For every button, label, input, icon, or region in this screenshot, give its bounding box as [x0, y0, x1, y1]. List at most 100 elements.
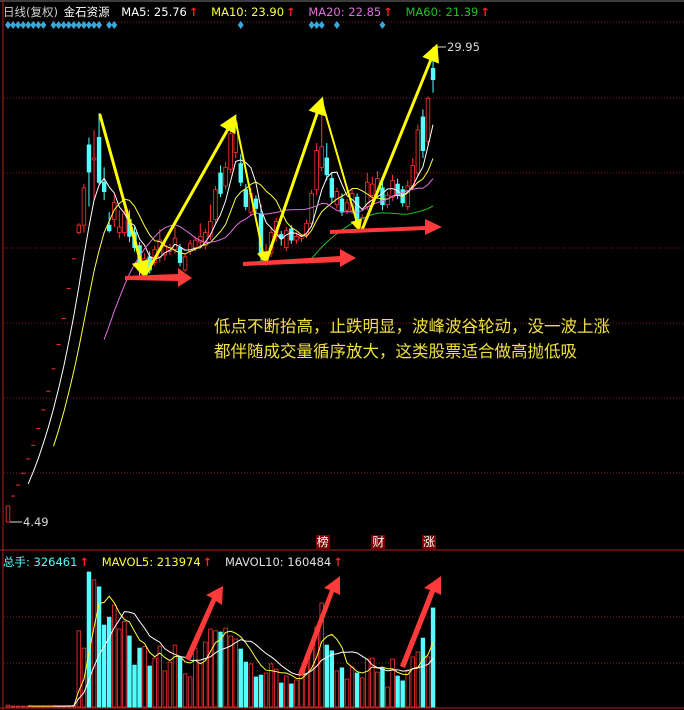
- ma60-value: MA60: 21.39: [405, 5, 479, 19]
- candle: [425, 96, 431, 145]
- signal-diamond-icon: [25, 21, 32, 29]
- candle-body: [344, 202, 350, 211]
- signal-diamond-icon: [60, 21, 67, 29]
- candle: [370, 176, 375, 200]
- candle: [5, 505, 11, 523]
- volume-bar: [370, 657, 375, 708]
- up-arrow-icon: ↑: [202, 555, 213, 569]
- signal-diamond-icon: [313, 21, 320, 29]
- candle-body: [101, 181, 107, 192]
- candle: [223, 161, 228, 190]
- candle: [203, 228, 208, 250]
- signal-markers: [5, 21, 386, 29]
- candle: [182, 253, 188, 272]
- volume-bar: [365, 658, 370, 708]
- volume-bar: [359, 677, 365, 708]
- volume-bar: [253, 676, 259, 708]
- period-label[interactable]: 日线(复权): [3, 5, 58, 19]
- volume-bar: [208, 628, 213, 708]
- volume-bar: [238, 648, 243, 708]
- volume-bar: [273, 668, 279, 708]
- volume-bar: [339, 667, 345, 708]
- volume-bar: [218, 631, 223, 708]
- candle: [91, 130, 97, 200]
- signal-diamond-icon: [237, 21, 244, 29]
- candle-body: [182, 256, 188, 271]
- candle-body: [279, 234, 284, 239]
- ma10-line: [53, 158, 434, 447]
- mavol10-line: [53, 611, 434, 707]
- candle-body: [304, 222, 309, 235]
- volume-bar: [112, 604, 117, 708]
- volume-bar: [152, 657, 157, 708]
- candle-body: [91, 157, 97, 161]
- candle-body: [420, 116, 426, 151]
- volume-bar: [182, 673, 188, 708]
- candle-body: [213, 189, 218, 220]
- candle-body: [314, 150, 319, 191]
- candle: [96, 113, 102, 185]
- event-tag-rise[interactable]: 涨: [421, 535, 436, 549]
- ma10-value: MA10: 23.90: [211, 5, 285, 19]
- volume-bar: [375, 671, 380, 708]
- volume-bar: [228, 635, 233, 708]
- candle: [294, 232, 299, 244]
- volume-bar: [223, 627, 228, 708]
- candle-body: [112, 202, 117, 220]
- candle-body: [76, 224, 82, 234]
- candle-body: [405, 185, 410, 207]
- volume-bar: [86, 571, 92, 708]
- volume-bar: [380, 667, 385, 708]
- volume-bar: [162, 670, 168, 708]
- signal-diamond-icon: [111, 21, 118, 29]
- candle: [314, 143, 319, 196]
- signal-diamond-icon: [379, 21, 386, 29]
- candle-body: [107, 224, 112, 232]
- candle-body: [5, 505, 11, 523]
- volume-bar: [405, 669, 410, 708]
- candle: [81, 184, 87, 233]
- volume-arrow: [298, 576, 340, 676]
- candle: [324, 143, 329, 181]
- volume-bar: [354, 672, 360, 708]
- volume-bar: [187, 676, 193, 708]
- signal-diamond-icon: [80, 21, 87, 29]
- volume-bar: [132, 664, 137, 708]
- volume-bar: [172, 644, 178, 708]
- up-arrow-icon: ↑: [79, 555, 90, 569]
- volume-bar: [147, 665, 152, 708]
- up-arrow-icon: ↑: [383, 5, 393, 19]
- ma5-value: MA5: 25.76: [121, 5, 187, 19]
- candle: [112, 195, 117, 228]
- candlesticks: [5, 47, 436, 523]
- signal-diamond-icon: [75, 21, 82, 29]
- volume-bar: [319, 602, 324, 708]
- support-arrow: [243, 249, 356, 267]
- event-tag-list[interactable]: 榜: [315, 535, 330, 549]
- wave-arrow: [98, 113, 150, 279]
- volume-bar: [284, 675, 289, 708]
- candle-body: [228, 133, 233, 170]
- signal-diamond-icon: [5, 21, 11, 29]
- candle-body: [324, 157, 329, 176]
- signal-diamond-icon: [20, 21, 27, 29]
- candle-body: [289, 228, 294, 241]
- volume-bar: [15, 705, 21, 708]
- candle-body: [177, 247, 183, 263]
- mavol10-value: MAVOL10: 160484: [224, 555, 332, 569]
- volume-bar: [157, 645, 162, 708]
- volume-bar: [289, 683, 294, 708]
- event-tag-finance[interactable]: 财: [371, 535, 386, 549]
- signal-diamond-icon: [333, 21, 340, 29]
- total-volume: 总手: 326461: [3, 555, 78, 569]
- candle: [107, 212, 112, 233]
- volume-bar: [76, 630, 82, 708]
- volume-bar: [20, 705, 26, 708]
- volume-bar: [137, 647, 142, 708]
- volume-bar: [420, 637, 426, 708]
- candle: [86, 137, 92, 207]
- volume-ma-lines: [28, 595, 434, 707]
- signal-diamond-icon: [318, 21, 325, 29]
- signal-diamond-icon: [106, 21, 113, 29]
